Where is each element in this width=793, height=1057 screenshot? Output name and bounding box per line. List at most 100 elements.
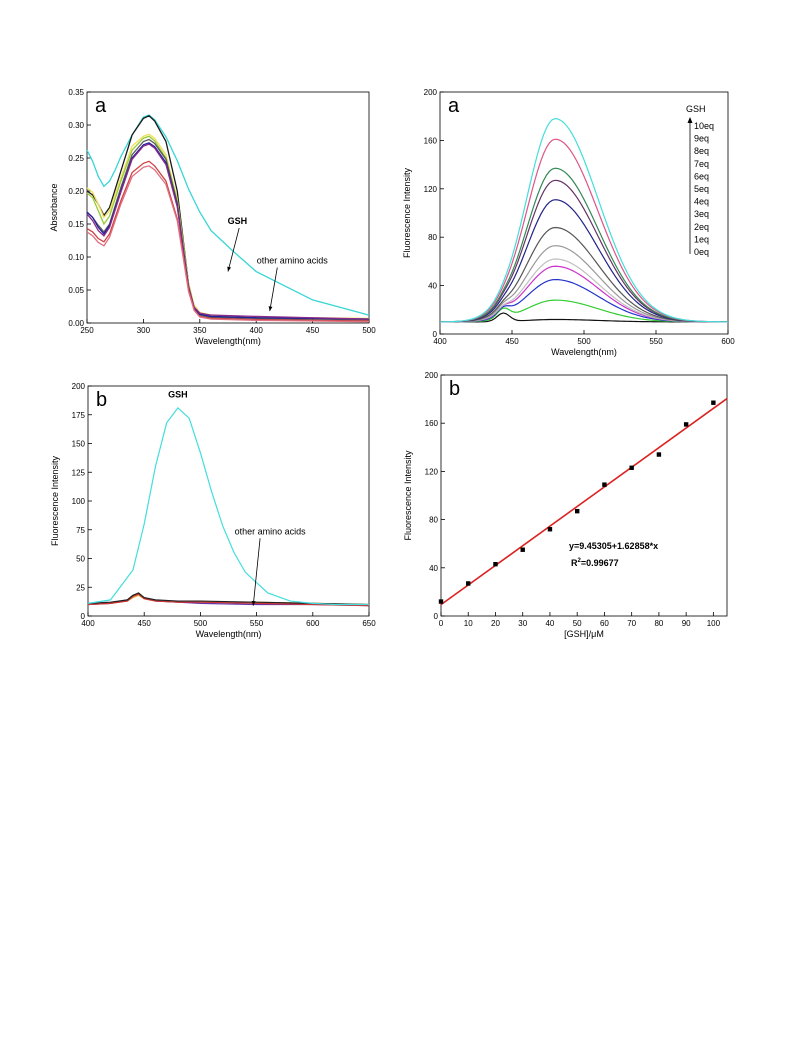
y-tick-label: 0.30 (68, 121, 84, 130)
titration-series-line (439, 167, 729, 323)
x-axis-label: Wavelength(nm) (196, 629, 262, 639)
absorbance-series-line (86, 143, 370, 320)
annotation-label: GSH (168, 390, 188, 400)
data-point (547, 527, 553, 532)
panel-label: b (449, 378, 460, 400)
titration-series-line (439, 118, 729, 323)
y-tick-label: 0.20 (68, 187, 84, 196)
x-tick-label: 90 (682, 619, 691, 628)
titration-series-line (439, 226, 729, 323)
x-tick-label: 100 (707, 619, 721, 628)
plot-frame (86, 91, 370, 324)
panel-label: b (96, 389, 107, 411)
data-point (656, 452, 662, 457)
titration-series-line (439, 245, 729, 323)
plot-frame (440, 374, 728, 617)
legend-item: 3eq (694, 209, 709, 219)
x-tick-label: 400 (81, 619, 95, 628)
y-tick-label: 120 (424, 185, 438, 194)
legend-item: 10eq (694, 121, 714, 131)
x-tick-label: 400 (433, 337, 447, 346)
x-tick-label: 400 (250, 326, 264, 335)
x-tick-label: 10 (464, 619, 473, 628)
chart-linear-fit-b: 0 10 20 30 40 50 60 70 80 90 100 0 40 80 120 160 200 [GSH… (403, 371, 728, 639)
legend-item: 5eq (694, 184, 709, 194)
y-axis-label: Absorbance (49, 183, 59, 231)
data-point (493, 561, 498, 567)
annotation-arrowhead (268, 306, 273, 312)
chart-fluorescence-selectivity-b: 400 450 500 550 600 650 0 25 50 75 100 125 150 175 200… (50, 382, 376, 639)
y-tick-label: 0.25 (68, 154, 84, 163)
legend-item: 2eq (694, 222, 709, 232)
y-tick-label: 200 (425, 371, 439, 380)
y-tick-label: 80 (429, 516, 438, 525)
x-tick-label: 550 (649, 337, 663, 346)
y-tick-label: 120 (425, 467, 439, 476)
legend-item: 8eq (694, 146, 709, 156)
x-axis-label: [GSH]/μM (564, 629, 604, 639)
y-tick-label: 40 (428, 282, 437, 291)
y-tick-label: 125 (72, 468, 86, 477)
legend-item: 4eq (694, 197, 709, 207)
y-tick-label: 175 (72, 411, 86, 420)
y-tick-label: 150 (72, 440, 86, 449)
selectivity-series-line (87, 592, 370, 606)
x-axis-label: Wavelength(nm) (551, 347, 617, 357)
x-tick-label: 250 (80, 326, 94, 335)
legend-item: 9eq (694, 134, 709, 144)
y-tick-label: 0.35 (68, 88, 84, 97)
y-axis-label: Fluorescence Intensity (50, 455, 60, 546)
data-point (683, 422, 689, 427)
y-tick-label: 25 (76, 583, 85, 592)
x-tick-label: 30 (518, 619, 527, 628)
panel-label: a (448, 95, 460, 117)
data-point (438, 599, 444, 604)
y-tick-label: 40 (429, 564, 438, 573)
annotation-arrowhead (227, 266, 232, 272)
x-tick-label: 450 (505, 337, 519, 346)
y-axis-label: Fluorescence Intensity (402, 167, 412, 258)
y-tick-label: 75 (76, 526, 85, 535)
y-axis-label: Fluorescence Intensity (403, 450, 413, 541)
x-tick-label: 80 (654, 619, 663, 628)
y-tick-label: 80 (428, 233, 437, 242)
legend-item: 0eq (694, 247, 709, 257)
y-tick-label: 0 (434, 612, 439, 621)
absorbance-series-line (86, 114, 370, 316)
x-tick-label: 300 (137, 326, 151, 335)
legend-item: 1eq (694, 234, 709, 244)
legend-item: 6eq (694, 171, 709, 181)
selectivity-series-line (87, 593, 370, 607)
absorbance-series-line (86, 160, 370, 322)
y-tick-label: 0.10 (68, 253, 84, 262)
y-tick-label: 200 (424, 88, 438, 97)
annotation-arrow (227, 227, 240, 272)
x-tick-label: 650 (362, 619, 376, 628)
absorbance-series-line (86, 165, 370, 323)
annotation-arrowhead (251, 600, 256, 606)
x-tick-label: 0 (439, 619, 444, 628)
x-tick-label: 20 (491, 619, 500, 628)
data-point (629, 465, 634, 470)
x-tick-label: 600 (721, 337, 735, 346)
x-tick-label: 40 (545, 619, 554, 628)
data-point (711, 400, 716, 405)
titration-series-line (439, 258, 728, 323)
y-tick-label: 0.05 (68, 286, 84, 295)
legend-arrowhead (687, 117, 693, 123)
x-tick-label: 70 (627, 619, 636, 628)
x-tick-label: 50 (573, 619, 582, 628)
annotation-label: other amino acids (257, 256, 329, 266)
y-tick-label: 0.15 (68, 220, 84, 229)
legend-title: GSH (686, 104, 706, 114)
data-point (574, 508, 580, 514)
x-tick-label: 500 (194, 619, 208, 628)
x-tick-label: 450 (306, 326, 320, 335)
y-tick-label: 0 (433, 330, 438, 339)
x-tick-label: 450 (138, 619, 152, 628)
titration-series-line (439, 179, 729, 323)
x-axis-label: Wavelength(nm) (195, 336, 261, 346)
x-tick-label: 550 (250, 619, 264, 628)
x-tick-label: 60 (600, 619, 609, 628)
